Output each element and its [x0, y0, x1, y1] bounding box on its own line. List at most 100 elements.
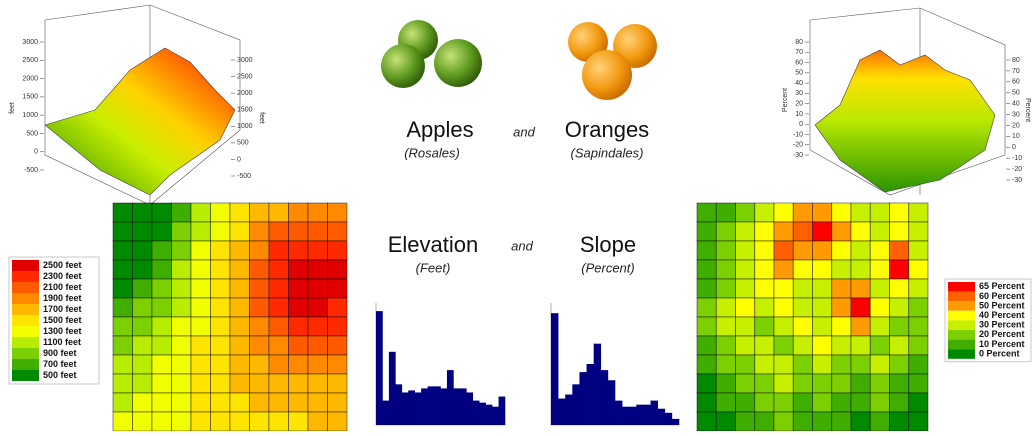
heatmap-cell	[249, 278, 270, 299]
heatmap-cell	[792, 297, 813, 318]
tick-label: 80	[795, 39, 803, 46]
heatmap-cell	[831, 392, 852, 413]
histogram-bar	[607, 380, 616, 425]
heatmap-cell	[869, 297, 890, 318]
heatmap-cell	[151, 411, 172, 432]
heatmap-cell	[268, 411, 289, 432]
heatmap-cell	[869, 278, 890, 299]
heatmap-cell	[773, 278, 794, 299]
legend-label: 30 Percent	[979, 320, 1025, 330]
legend-swatch	[948, 339, 975, 350]
heatmap-cell	[773, 240, 794, 261]
histogram-bar	[446, 370, 454, 425]
subtitle: (Percent)	[581, 260, 634, 275]
legend-label: 900 feet	[43, 348, 77, 358]
heatmap-cell	[151, 297, 172, 318]
heatmap-cell	[889, 278, 910, 299]
histogram-bar	[440, 388, 448, 425]
heatmap-cell	[850, 373, 871, 394]
heatmap-cell	[190, 411, 211, 432]
heatmap-cell	[773, 316, 794, 337]
heatmap-cell	[112, 259, 133, 280]
tick-label: 60	[795, 59, 803, 66]
heatmap-cell	[869, 411, 890, 432]
heatmap-cell	[754, 316, 775, 337]
heatmap-cell	[869, 202, 890, 223]
heatmap-cell	[112, 335, 133, 356]
heatmap-cell	[171, 240, 192, 261]
legend-label: 1500 feet	[43, 315, 82, 325]
heatmap-cell	[210, 335, 231, 356]
heatmap-cell	[327, 297, 348, 318]
tick-label: -10	[793, 131, 803, 138]
heatmap-cell	[735, 373, 756, 394]
tick-label: 1000	[237, 123, 253, 130]
heatmap-cell	[696, 278, 717, 299]
heatmap-cell	[171, 278, 192, 299]
tick-label: -20	[793, 142, 803, 149]
heatmap-cell	[307, 278, 328, 299]
heatmap-cell	[249, 373, 270, 394]
heatmap-cell	[773, 392, 794, 413]
heatmap-cell	[190, 221, 211, 242]
heatmap-cell	[696, 221, 717, 242]
heatmap-cell	[307, 335, 328, 356]
heatmap-cell	[715, 278, 736, 299]
tick-label: 2500	[237, 73, 253, 80]
histogram-bar	[671, 418, 680, 425]
heatmap-cell	[735, 354, 756, 375]
legend-swatch	[12, 315, 39, 326]
tick-label: 3000	[22, 39, 38, 46]
heatmap-cell	[831, 221, 852, 242]
heatmap-cell	[735, 392, 756, 413]
heatmap-cell	[715, 373, 736, 394]
heatmap-cell	[696, 259, 717, 280]
histogram-bar	[650, 400, 658, 425]
heatmap-cell	[229, 221, 250, 242]
heatmap-cell	[171, 335, 192, 356]
heatmap-cell	[112, 373, 133, 394]
histogram-bar	[427, 386, 435, 425]
heatmap-cell	[831, 297, 852, 318]
heatmap-cell	[850, 202, 871, 223]
heatmap-cell	[288, 335, 309, 356]
legend-swatch	[12, 271, 39, 282]
heatmap-cell	[889, 354, 910, 375]
legend-swatch	[12, 304, 39, 315]
heatmap-cell	[171, 392, 192, 413]
tick-label: 0	[34, 149, 38, 156]
heatmap-cell	[171, 221, 192, 242]
heatmap-cell	[307, 316, 328, 337]
heatmap-cell	[268, 392, 289, 413]
heatmap-cell	[812, 373, 833, 394]
heatmap-cell	[696, 392, 717, 413]
heatmap-cell	[268, 316, 289, 337]
heatmap-cell	[908, 392, 929, 413]
slope-surface	[809, 7, 1006, 196]
heatmap-cell	[908, 297, 929, 318]
heatmap-cell	[151, 354, 172, 375]
histogram-bar	[485, 404, 493, 425]
title-word: Elevation	[388, 232, 479, 257]
heatmap-cell	[773, 335, 794, 356]
heatmap-cell	[696, 316, 717, 337]
legend-swatch	[948, 291, 975, 302]
heatmap-cell	[327, 278, 348, 299]
heatmap-cell	[754, 354, 775, 375]
heatmap-cell	[735, 278, 756, 299]
heatmap-cell	[812, 259, 833, 280]
heatmap-cell	[792, 354, 813, 375]
heatmap-cell	[268, 259, 289, 280]
histogram-bar	[479, 402, 486, 425]
histogram-bar	[615, 400, 623, 425]
legend-swatch	[948, 301, 975, 311]
heatmap-cell	[869, 221, 890, 242]
heatmap-cell	[831, 240, 852, 261]
heatmap-cell	[132, 278, 153, 299]
tick-label: 10	[795, 111, 803, 118]
heatmap-cell	[307, 411, 328, 432]
heatmap-cell	[268, 278, 289, 299]
heatmap-cell	[715, 202, 736, 223]
heatmap-cell	[735, 259, 756, 280]
tick-label: 30	[795, 90, 803, 97]
